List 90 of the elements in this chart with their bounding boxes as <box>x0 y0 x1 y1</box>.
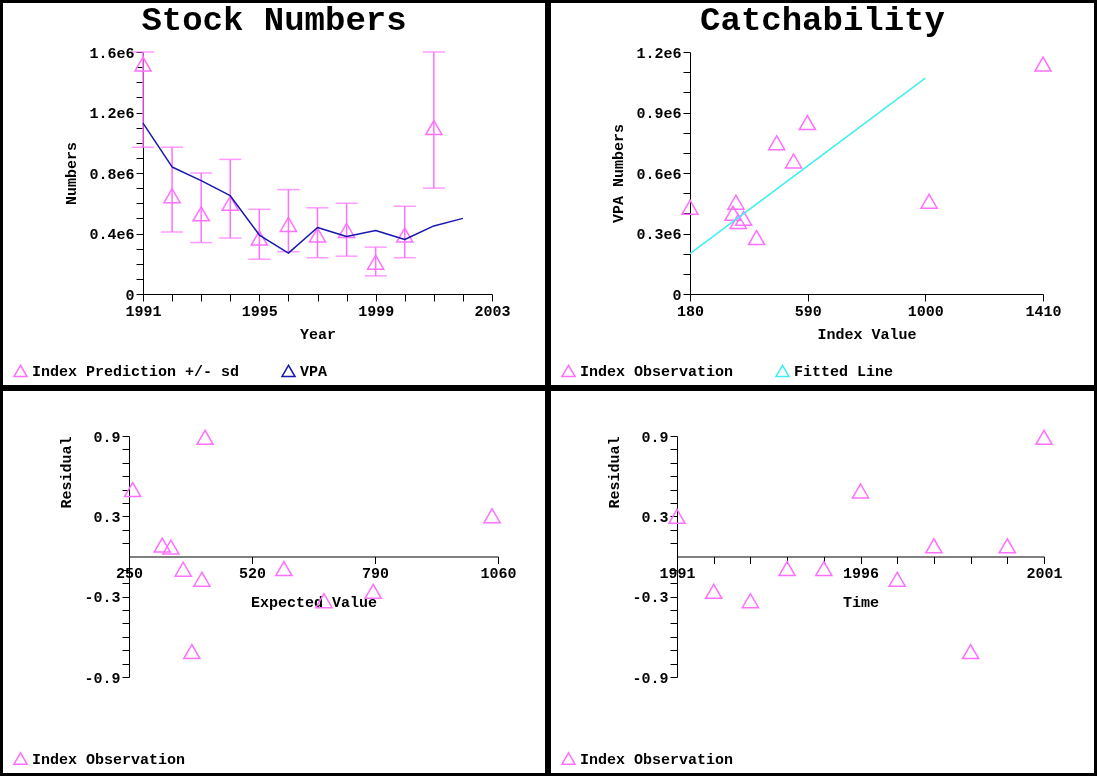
point <box>888 571 907 587</box>
y-tick-label: 0.6e6 <box>636 166 682 184</box>
x-tick-label: 590 <box>794 303 822 321</box>
y-tick-label: 0.9 <box>93 429 121 447</box>
y-axis-title: Residual <box>59 436 77 509</box>
point <box>961 643 980 660</box>
point <box>1034 56 1052 72</box>
point <box>681 199 699 216</box>
point <box>183 643 201 660</box>
x-tick-label: 1060 <box>480 566 517 583</box>
point <box>162 539 180 555</box>
x-axis-title: Year <box>299 326 337 344</box>
point <box>250 230 269 246</box>
point <box>134 56 152 72</box>
y-tick-label: 1.2e6 <box>636 45 682 63</box>
y-tick-label: 0.8e6 <box>89 166 135 184</box>
y-tick-label: 1.6e6 <box>89 45 135 63</box>
x-tick-label: 180 <box>676 303 705 321</box>
point <box>727 194 745 210</box>
point <box>174 561 193 577</box>
chart-title: Catchability <box>700 2 945 40</box>
point <box>814 560 833 577</box>
y-tick-label: 0.3 <box>641 509 669 527</box>
point <box>279 216 298 233</box>
x-axis-title: Time <box>842 595 880 612</box>
y-tick-label: 0 <box>125 287 135 305</box>
x-tick-label: 1995 <box>241 303 278 321</box>
point <box>483 507 501 524</box>
y-tick-label: 0.3e6 <box>636 227 682 244</box>
y-tick-label: 0.9e6 <box>636 106 682 123</box>
point <box>734 210 753 227</box>
point <box>163 187 181 204</box>
x-tick-label: 1991 <box>125 303 162 321</box>
point <box>193 571 211 587</box>
y-tick-label: 0 <box>672 287 682 305</box>
point <box>1035 429 1053 446</box>
point <box>741 592 760 609</box>
point <box>668 508 686 525</box>
point <box>925 538 943 554</box>
x-tick-label: 1996 <box>842 566 880 583</box>
legend-label: Fitted Line <box>794 363 894 381</box>
chart-title: Stock Numbers <box>141 2 407 40</box>
x-tick-label: 2001 <box>1026 566 1063 583</box>
legend-label: Index Prediction +/- sd <box>32 363 240 381</box>
point <box>366 254 385 270</box>
point <box>851 483 870 499</box>
y-axis-title: Numbers <box>64 141 82 206</box>
x-tick-label: 2003 <box>474 303 511 321</box>
y-tick-label: 0.4e6 <box>89 227 135 244</box>
y-tick-label: 0.3 <box>93 509 121 527</box>
line-series <box>142 122 464 254</box>
point <box>920 193 938 209</box>
y-tick-label: -0.9 <box>632 670 669 688</box>
y-tick-label: -0.3 <box>84 590 121 608</box>
point <box>729 213 748 230</box>
x-axis-title: Expected Value <box>250 595 378 612</box>
x-tick-label: 520 <box>238 566 267 583</box>
point <box>798 114 817 131</box>
point <box>724 205 742 222</box>
x-tick-label: 1999 <box>358 303 395 321</box>
point <box>337 222 356 239</box>
x-tick-label: 1410 <box>1025 303 1062 321</box>
point <box>275 560 293 577</box>
point <box>221 195 240 211</box>
legend-label: Index Observation <box>580 363 734 381</box>
y-tick-label: 1.2e6 <box>89 106 135 123</box>
point <box>998 538 1017 554</box>
x-axis-title: Index Value <box>817 326 917 344</box>
point <box>747 229 766 246</box>
point <box>153 537 172 553</box>
point <box>395 227 414 243</box>
point <box>196 429 214 446</box>
y-axis-title: Residual <box>607 436 625 509</box>
x-tick-label: 790 <box>361 566 390 583</box>
y-tick-label: -0.9 <box>84 670 121 688</box>
point <box>704 583 723 600</box>
point <box>192 206 210 222</box>
legend-label: Index Observation <box>32 751 186 769</box>
y-axis-title: VPA Numbers <box>611 123 629 224</box>
y-tick-label: 0.9 <box>641 429 669 447</box>
y-tick-label: -0.3 <box>632 590 669 608</box>
x-tick-label: 1000 <box>907 303 944 321</box>
point <box>778 560 796 577</box>
point <box>784 153 803 169</box>
legend-label: Index Observation <box>580 751 734 769</box>
point <box>123 481 142 498</box>
point <box>308 227 327 243</box>
point <box>425 119 443 136</box>
point <box>767 135 786 151</box>
legend-label: VPA <box>300 363 328 381</box>
